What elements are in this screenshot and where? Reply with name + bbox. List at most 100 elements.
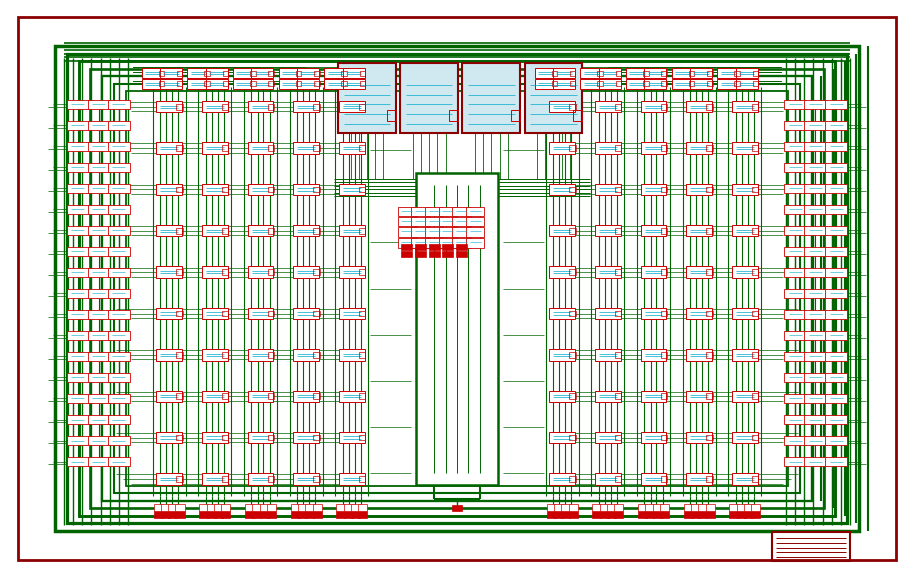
Bar — [707, 310, 713, 316]
Bar — [202, 308, 228, 319]
Bar — [222, 434, 228, 440]
Bar — [729, 504, 739, 511]
Bar — [825, 184, 847, 193]
Bar — [661, 352, 667, 358]
Bar — [269, 71, 274, 76]
Bar — [202, 101, 228, 113]
Bar — [753, 81, 759, 86]
Bar — [248, 473, 273, 485]
Bar — [641, 391, 666, 402]
Bar — [222, 228, 228, 234]
Bar — [343, 69, 365, 78]
Bar — [221, 504, 230, 511]
Bar — [804, 268, 826, 277]
Bar — [804, 184, 826, 193]
Bar — [336, 504, 345, 511]
Bar — [825, 205, 847, 214]
Bar — [732, 349, 758, 361]
Bar — [248, 308, 273, 319]
Bar — [88, 205, 110, 214]
Bar — [804, 352, 826, 361]
Bar — [804, 142, 826, 151]
Bar — [804, 436, 826, 445]
Bar — [88, 436, 110, 445]
Bar — [626, 79, 648, 88]
Bar — [452, 505, 462, 511]
Bar — [359, 186, 366, 192]
Bar — [279, 69, 301, 78]
Bar — [784, 142, 806, 151]
Bar — [549, 184, 575, 195]
Bar — [67, 458, 89, 466]
Bar — [784, 394, 806, 403]
Bar — [825, 100, 847, 108]
Bar — [202, 391, 228, 402]
Bar — [825, 352, 847, 361]
Bar — [825, 289, 847, 298]
Bar — [67, 247, 89, 256]
Bar — [466, 207, 484, 216]
Bar — [108, 247, 130, 256]
Bar — [691, 504, 700, 511]
Bar — [202, 267, 228, 278]
Bar — [88, 415, 110, 424]
Bar — [717, 69, 739, 78]
Bar — [411, 217, 430, 226]
Bar — [67, 163, 89, 172]
Bar — [804, 100, 826, 108]
Bar — [108, 352, 130, 361]
Bar — [108, 310, 130, 319]
Bar — [707, 81, 713, 86]
Bar — [554, 511, 563, 518]
Bar — [661, 476, 667, 482]
Bar — [825, 163, 847, 172]
Bar — [176, 104, 183, 110]
Bar — [314, 228, 320, 234]
Bar — [359, 228, 366, 234]
Bar — [314, 310, 320, 316]
Bar — [358, 511, 367, 518]
Bar — [547, 504, 556, 511]
Bar — [804, 458, 826, 466]
Bar — [336, 511, 345, 518]
Bar — [401, 244, 412, 250]
Bar — [425, 217, 443, 226]
Bar — [784, 163, 806, 172]
Bar — [549, 225, 575, 237]
Bar — [214, 504, 223, 511]
Bar — [108, 436, 130, 445]
Bar — [804, 373, 826, 383]
Bar — [248, 101, 273, 113]
Bar — [176, 269, 183, 275]
Bar — [344, 504, 353, 511]
Bar — [598, 71, 603, 76]
Bar — [176, 310, 183, 316]
Bar — [351, 511, 360, 518]
Bar — [784, 436, 806, 445]
Bar — [222, 186, 228, 192]
Bar — [641, 473, 666, 485]
Bar — [291, 511, 300, 518]
Bar — [552, 71, 558, 76]
Bar — [250, 81, 256, 86]
Bar — [339, 143, 365, 153]
Bar — [732, 432, 758, 443]
Bar — [398, 238, 416, 248]
Bar — [156, 349, 182, 361]
Bar — [615, 145, 622, 151]
Bar — [825, 247, 847, 256]
Bar — [248, 267, 273, 278]
Bar — [268, 145, 274, 151]
Bar — [248, 225, 273, 237]
Bar — [616, 81, 622, 86]
Bar — [607, 511, 616, 518]
Bar — [595, 101, 621, 113]
Bar — [88, 373, 110, 383]
Bar — [549, 308, 575, 319]
Bar — [222, 352, 228, 358]
Bar — [202, 225, 228, 237]
Bar — [268, 310, 274, 316]
Bar — [661, 434, 667, 440]
Bar — [67, 226, 89, 235]
Bar — [707, 228, 713, 234]
